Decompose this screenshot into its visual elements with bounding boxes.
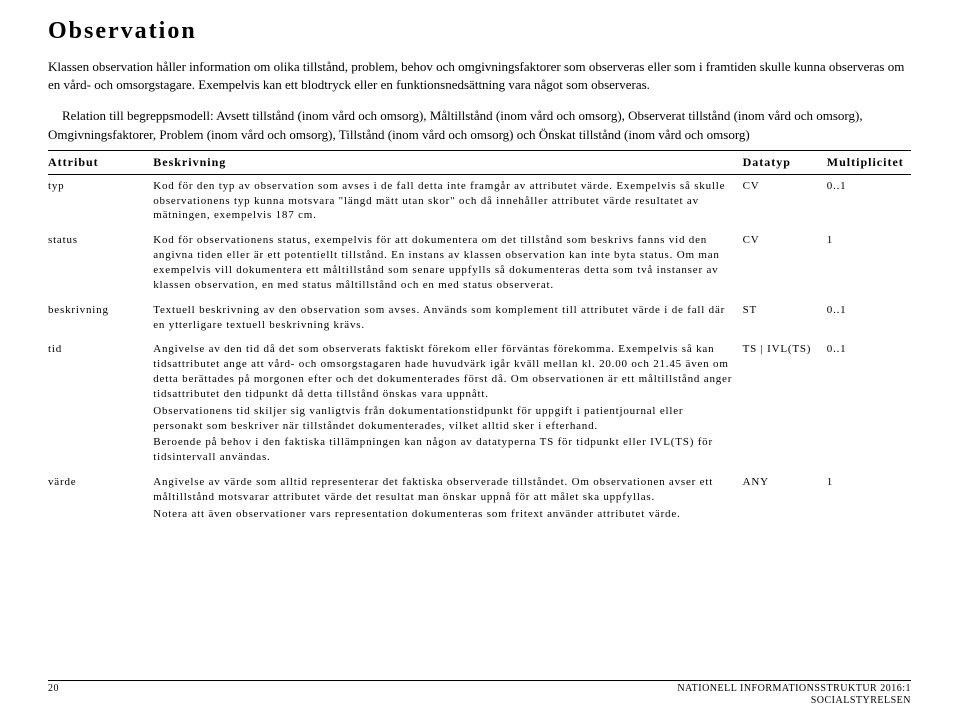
cell-multiplicitet: 1 — [827, 229, 911, 298]
header-datatyp: Datatyp — [743, 150, 827, 174]
page-footer: 20 NATIONELL INFORMATIONSSTRUKTUR 2016:1… — [48, 680, 911, 707]
description-paragraph: Kod för observationens status, exempelvi… — [153, 233, 732, 292]
description-paragraph: Beroende på behov i den faktiska tillämp… — [153, 435, 732, 465]
table-header-row: Attribut Beskrivning Datatyp Multiplicit… — [48, 150, 911, 174]
description-paragraph: Angivelse av den tid då det som observer… — [153, 342, 732, 401]
table-row: beskrivningTextuell beskrivning av den o… — [48, 299, 911, 339]
footer-right: NATIONELL INFORMATIONSSTRUKTUR 2016:1 SO… — [677, 683, 911, 707]
description-paragraph: Notera att även observationer vars repre… — [153, 507, 732, 522]
cell-attribut: typ — [48, 174, 153, 229]
table-row: värdeAngivelse av värde som alltid repre… — [48, 471, 911, 528]
description-paragraph: Kod för den typ av observation som avses… — [153, 179, 732, 224]
header-beskrivning: Beskrivning — [153, 150, 742, 174]
cell-attribut: status — [48, 229, 153, 298]
cell-multiplicitet: 0..1 — [827, 174, 911, 229]
description-paragraph: Observationens tid skiljer sig vanligtvi… — [153, 404, 732, 434]
cell-multiplicitet: 1 — [827, 471, 911, 528]
attribute-table: Attribut Beskrivning Datatyp Multiplicit… — [48, 150, 911, 528]
cell-datatyp: CV — [743, 229, 827, 298]
cell-multiplicitet: 0..1 — [827, 338, 911, 471]
cell-attribut: tid — [48, 338, 153, 471]
footer-org: SOCIALSTYRELSEN — [677, 695, 911, 707]
description-paragraph: Angivelse av värde som alltid represente… — [153, 475, 732, 505]
cell-beskrivning: Textuell beskrivning av den observation … — [153, 299, 742, 339]
cell-multiplicitet: 0..1 — [827, 299, 911, 339]
intro-paragraph-2: Relation till begreppsmodell: Avsett til… — [48, 107, 911, 143]
page-content: Observation Klassen observation håller i… — [0, 0, 959, 528]
cell-datatyp: ST — [743, 299, 827, 339]
header-attribut: Attribut — [48, 150, 153, 174]
table-row: typKod för den typ av observation som av… — [48, 174, 911, 229]
cell-datatyp: ANY — [743, 471, 827, 528]
cell-datatyp: TS | IVL(TS) — [743, 338, 827, 471]
cell-attribut: beskrivning — [48, 299, 153, 339]
cell-beskrivning: Kod för observationens status, exempelvi… — [153, 229, 742, 298]
footer-doc-title: NATIONELL INFORMATIONSSTRUKTUR 2016:1 — [677, 683, 911, 695]
cell-beskrivning: Angivelse av den tid då det som observer… — [153, 338, 742, 471]
page-number: 20 — [48, 683, 59, 707]
cell-datatyp: CV — [743, 174, 827, 229]
description-paragraph: Textuell beskrivning av den observation … — [153, 303, 732, 333]
cell-beskrivning: Angivelse av värde som alltid represente… — [153, 471, 742, 528]
header-multiplicitet: Multiplicitet — [827, 150, 911, 174]
cell-beskrivning: Kod för den typ av observation som avses… — [153, 174, 742, 229]
intro-paragraph-1: Klassen observation håller information o… — [48, 58, 911, 94]
page-title: Observation — [48, 18, 911, 45]
table-row: statusKod för observationens status, exe… — [48, 229, 911, 298]
table-row: tidAngivelse av den tid då det som obser… — [48, 338, 911, 471]
cell-attribut: värde — [48, 471, 153, 528]
